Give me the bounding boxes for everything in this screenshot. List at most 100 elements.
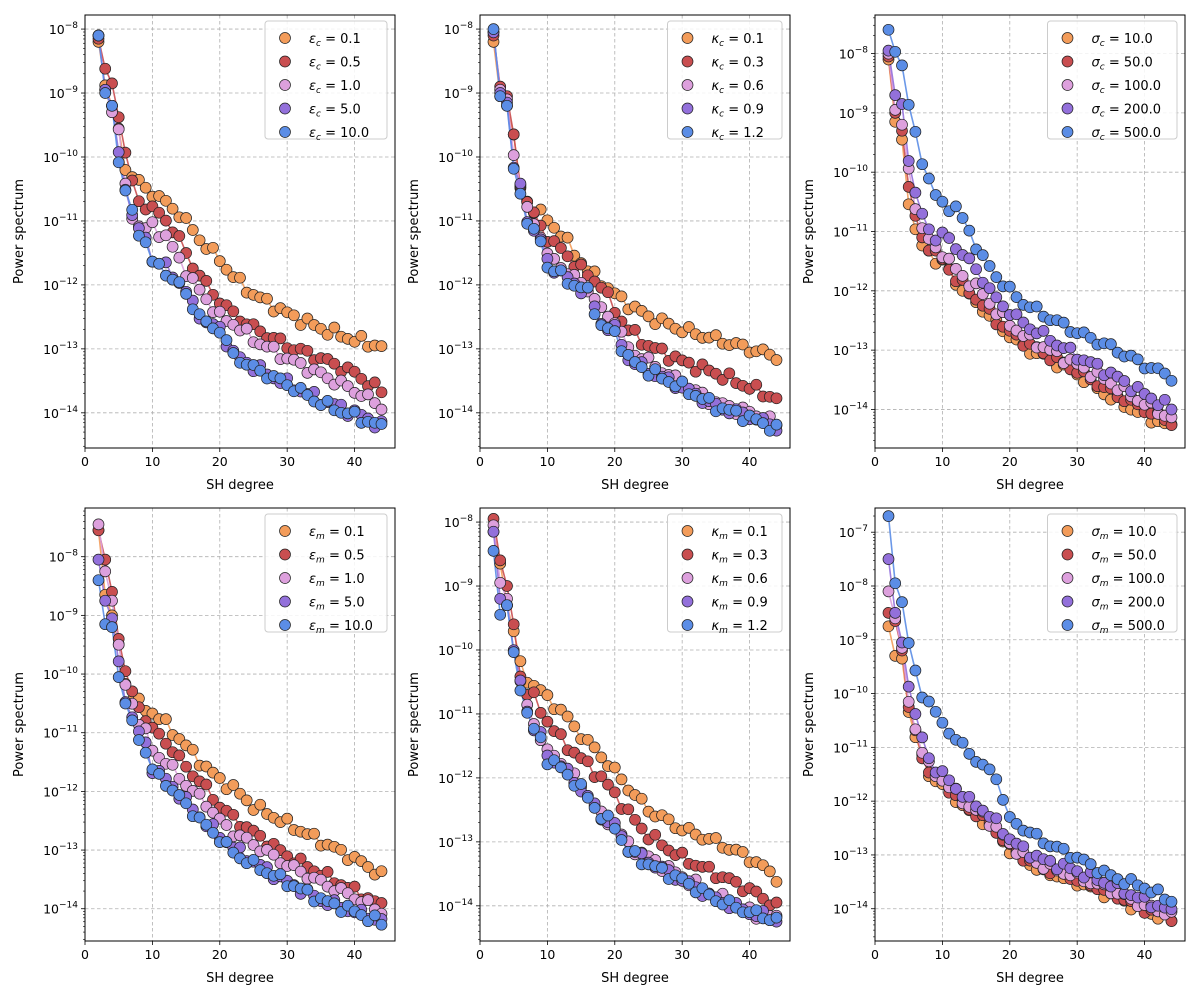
data-point	[375, 340, 388, 352]
data-point	[615, 773, 628, 786]
legend-label: κm = 0.6	[712, 572, 768, 589]
plot-area	[882, 23, 1178, 431]
y-tick-label: 10−9	[49, 85, 78, 101]
y-tick-label: 10−13	[43, 341, 78, 357]
data-point	[514, 187, 527, 200]
data-point	[133, 734, 145, 746]
data-point	[608, 786, 621, 799]
x-tick-label: 0	[476, 454, 484, 469]
data-point	[507, 128, 520, 141]
legend-label: εc = 5.0	[309, 103, 361, 120]
data-point	[561, 250, 574, 263]
x-axis-label: SH degree	[996, 971, 1064, 986]
legend-label: σc = 50.0	[1092, 56, 1153, 73]
data-point	[528, 722, 540, 735]
legend-label: σm = 50.0	[1092, 549, 1157, 566]
legend-label: σm = 10.0	[1092, 525, 1157, 542]
y-tick-label: 10−14	[43, 901, 78, 917]
legend-label: σc = 500.0	[1092, 126, 1162, 143]
y-tick-label: 10−14	[438, 898, 473, 914]
legend-marker	[1061, 525, 1074, 537]
data-point	[200, 778, 213, 791]
legend-marker	[1061, 32, 1074, 44]
data-point	[730, 404, 742, 417]
y-tick-label: 10−11	[833, 739, 868, 755]
data-point	[514, 674, 527, 687]
data-point	[528, 222, 540, 235]
data-point	[173, 772, 186, 785]
data-point	[362, 388, 374, 401]
x-tick-label: 20	[1002, 947, 1018, 962]
plot-area	[487, 23, 783, 437]
data-point	[1030, 827, 1043, 840]
data-point	[683, 877, 695, 890]
data-point	[240, 794, 253, 807]
data-point	[294, 382, 307, 394]
legend-label: σm = 100.0	[1092, 572, 1165, 589]
data-point	[494, 554, 507, 567]
legend-marker	[1061, 595, 1074, 608]
data-point	[106, 99, 118, 112]
data-point	[990, 291, 1003, 304]
legend-marker	[681, 32, 694, 44]
data-point	[166, 240, 179, 253]
data-point	[1158, 367, 1171, 380]
data-point	[615, 834, 628, 846]
data-point	[92, 29, 105, 42]
data-point	[1131, 353, 1144, 366]
data-point	[362, 861, 374, 873]
data-point	[575, 258, 587, 271]
data-point	[368, 909, 381, 922]
data-point	[133, 195, 145, 208]
data-point	[521, 706, 534, 719]
data-point	[770, 896, 783, 909]
data-point	[99, 594, 112, 607]
y-axis-label: Power spectrum	[12, 672, 27, 777]
data-point	[335, 843, 347, 856]
x-tick-label: 20	[212, 454, 228, 469]
data-point	[923, 223, 935, 236]
data-point	[200, 293, 213, 306]
legend-label: κm = 1.2	[712, 619, 768, 636]
y-tick-label: 10−10	[43, 149, 78, 165]
data-point	[213, 326, 226, 339]
data-point	[173, 276, 186, 289]
data-point	[240, 831, 253, 844]
legend-marker	[681, 79, 694, 91]
data-point	[1037, 325, 1050, 337]
data-point	[119, 678, 132, 691]
data-point	[896, 596, 908, 608]
data-point	[902, 98, 915, 111]
legend-marker	[1061, 619, 1074, 631]
data-point	[180, 760, 192, 773]
data-point	[153, 727, 165, 740]
legend-marker	[1061, 572, 1074, 584]
data-point	[227, 347, 240, 359]
legend-label: κm = 0.9	[712, 596, 768, 613]
data-point	[997, 794, 1009, 806]
legend-label: σc = 100.0	[1092, 79, 1162, 96]
data-point	[294, 865, 307, 878]
data-point	[254, 364, 267, 377]
legend-label: κc = 0.3	[712, 56, 764, 73]
legend-label: εc = 1.0	[309, 79, 361, 96]
y-tick-label: 10−13	[438, 834, 473, 850]
y-axis-label: Power spectrum	[407, 179, 422, 284]
x-tick-label: 40	[347, 947, 363, 962]
data-point	[213, 772, 226, 784]
plot-area	[882, 510, 1178, 927]
data-point	[770, 875, 783, 888]
data-point	[923, 172, 935, 185]
legend-marker	[279, 525, 291, 537]
data-point	[909, 723, 922, 736]
data-point	[1044, 855, 1057, 867]
data-point	[514, 655, 527, 668]
data-point	[635, 822, 648, 835]
data-point	[180, 288, 192, 300]
data-point	[1165, 374, 1178, 387]
data-point	[916, 207, 929, 220]
legend-label: κc = 1.2	[712, 126, 764, 143]
data-point	[997, 300, 1009, 313]
data-point	[676, 375, 689, 388]
data-point	[355, 372, 368, 385]
